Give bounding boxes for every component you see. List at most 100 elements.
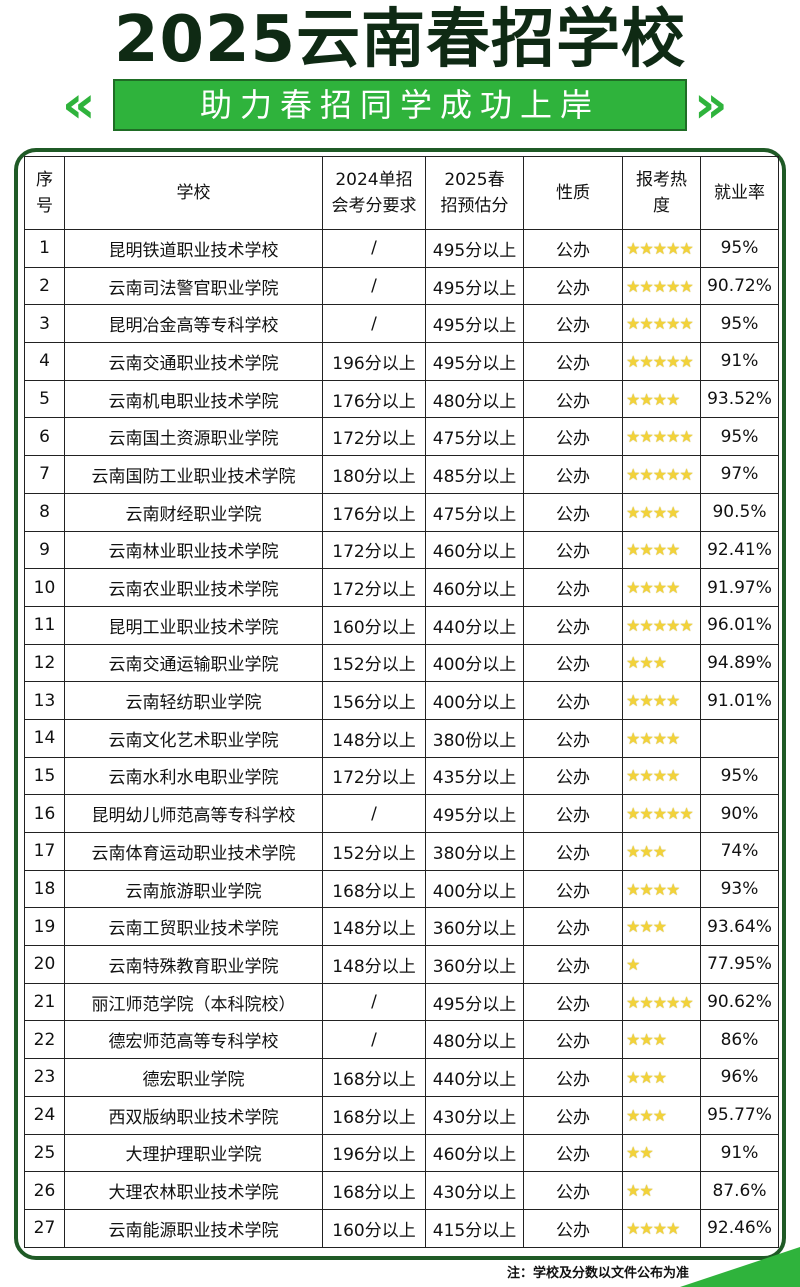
- cell-no: 16: [24, 794, 65, 833]
- cell-no: 12: [24, 643, 65, 683]
- cell-school: 云南旅游职业学院: [64, 869, 323, 909]
- cell-type: 公办: [523, 643, 623, 683]
- cell-employ: 95%: [700, 417, 779, 457]
- cell-employ: 74%: [700, 832, 779, 871]
- star-rating-icon: ★★: [626, 1181, 654, 1201]
- cell-employ: [700, 718, 779, 758]
- cell-no: 7: [24, 455, 65, 494]
- cell-est2025: 380份以上: [425, 718, 524, 758]
- cell-type: 公办: [523, 379, 623, 419]
- cell-est2025: 495分以上: [425, 794, 524, 833]
- school-table: 序号 学校 2024单招会考分要求 2025春招预估分 性质 报考热度 就业率 …: [24, 156, 779, 1248]
- cell-heat: ★★★★: [622, 568, 701, 607]
- cell-no: 26: [24, 1171, 65, 1210]
- cell-school: 昆明幼儿师范高等专科学校: [64, 794, 323, 833]
- table-row: 26 大理农林职业技术学院 168分以上 430分以上 公办 ★★ 87.6%: [24, 1171, 779, 1210]
- cell-est2025: 400分以上: [425, 643, 524, 683]
- cell-type: 公办: [523, 832, 623, 871]
- table-row: 14 云南文化艺术职业学院 148分以上 380份以上 公办 ★★★★: [24, 718, 779, 758]
- star-rating-icon: ★★★★: [626, 540, 680, 560]
- cell-req2024: 180分以上: [322, 455, 426, 494]
- cell-no: 6: [24, 417, 65, 457]
- star-rating-icon: ★★★★: [626, 766, 680, 786]
- cell-est2025: 480分以上: [425, 379, 524, 419]
- star-rating-icon: ★★★★★: [626, 276, 694, 296]
- cell-type: 公办: [523, 907, 623, 947]
- cell-heat: ★★★★★: [622, 605, 701, 645]
- cell-est2025: 400分以上: [425, 681, 524, 720]
- cell-req2024: /: [322, 794, 426, 833]
- cell-employ: 77.95%: [700, 945, 779, 984]
- corner-decoration: [680, 1247, 800, 1287]
- cell-est2025: 380分以上: [425, 832, 524, 871]
- cell-employ: 91%: [700, 342, 779, 381]
- cell-type: 公办: [523, 1095, 623, 1135]
- cell-req2024: 152分以上: [322, 832, 426, 871]
- cell-no: 21: [24, 982, 65, 1022]
- cell-no: 15: [24, 756, 65, 796]
- cell-heat: ★★★★: [622, 718, 701, 758]
- cell-no: 13: [24, 681, 65, 720]
- cell-heat: ★★★: [622, 832, 701, 871]
- cell-heat: ★★★★★: [622, 342, 701, 381]
- cell-employ: 93%: [700, 869, 779, 909]
- cell-req2024: 160分以上: [322, 1208, 426, 1248]
- table-row: 25 大理护理职业学院 196分以上 460分以上 公办 ★★ 91%: [24, 1133, 779, 1173]
- cell-type: 公办: [523, 229, 623, 268]
- cell-req2024: 168分以上: [322, 1171, 426, 1210]
- cell-no: 24: [24, 1095, 65, 1135]
- cell-school: 云南司法警官职业学院: [64, 266, 323, 306]
- cell-school: 云南体育运动职业技术学院: [64, 832, 323, 871]
- cell-no: 11: [24, 605, 65, 645]
- cell-type: 公办: [523, 945, 623, 984]
- cell-req2024: 172分以上: [322, 530, 426, 570]
- cell-type: 公办: [523, 1208, 623, 1248]
- cell-type: 公办: [523, 266, 623, 306]
- star-rating-icon: ★★★★★: [626, 238, 694, 258]
- star-rating-icon: ★★★★★: [626, 314, 694, 334]
- cell-req2024: 160分以上: [322, 605, 426, 645]
- cell-employ: 92.41%: [700, 530, 779, 570]
- table-row: 6 云南国土资源职业学院 172分以上 475分以上 公办 ★★★★★ 95%: [24, 417, 779, 457]
- cell-heat: ★★★★★: [622, 982, 701, 1022]
- cell-type: 公办: [523, 982, 623, 1022]
- cell-employ: 90%: [700, 794, 779, 833]
- star-rating-icon: ★★★★: [626, 879, 680, 899]
- table-row: 16 昆明幼儿师范高等专科学校/495分以上 公办 ★★★★★ 90%: [24, 794, 779, 833]
- cell-school: 云南机电职业技术学院: [64, 379, 323, 419]
- cell-heat: ★★★: [622, 1020, 701, 1060]
- cell-req2024: 168分以上: [322, 1095, 426, 1135]
- cell-est2025: 430分以上: [425, 1171, 524, 1210]
- cell-req2024: 196分以上: [322, 1133, 426, 1173]
- cell-school: 大理农林职业技术学院: [64, 1171, 323, 1210]
- cell-est2025: 480分以上: [425, 1020, 524, 1060]
- chevron-right-icon: »: [694, 75, 728, 135]
- cell-heat: ★★★: [622, 643, 701, 683]
- star-rating-icon: ★★★★: [626, 502, 680, 522]
- star-rating-icon: ★★★★★: [626, 427, 694, 447]
- cell-heat: ★★★: [622, 1095, 701, 1135]
- star-rating-icon: ★★★: [626, 841, 667, 861]
- table-row: 7 云南国防工业职业技术学院 180分以上 485分以上 公办 ★★★★★ 97%: [24, 455, 779, 494]
- cell-est2025: 360分以上: [425, 907, 524, 947]
- cell-employ: 95%: [700, 304, 779, 344]
- cell-school: 云南文化艺术职业学院: [64, 718, 323, 758]
- star-rating-icon: ★★★: [626, 917, 667, 937]
- cell-heat: ★★★: [622, 1058, 701, 1097]
- star-rating-icon: ★★★: [626, 1105, 667, 1125]
- star-rating-icon: ★★★★: [626, 578, 680, 598]
- cell-no: 14: [24, 718, 65, 758]
- subtitle-banner: 助力春招同学成功上岸: [113, 79, 687, 131]
- cell-est2025: 475分以上: [425, 417, 524, 457]
- table-frame: [14, 148, 786, 1260]
- table-row: 1 昆明铁道职业技术学校/495分以上 公办 ★★★★★ 95%: [24, 229, 779, 268]
- star-rating-icon: ★★★★★: [626, 804, 694, 824]
- cell-no: 5: [24, 379, 65, 419]
- cell-no: 20: [24, 945, 65, 984]
- star-rating-icon: ★★: [626, 1143, 654, 1163]
- cell-heat: ★★★★: [622, 681, 701, 720]
- cell-est2025: 400分以上: [425, 869, 524, 909]
- star-rating-icon: ★★★★★: [626, 615, 694, 635]
- cell-employ: 95.77%: [700, 1095, 779, 1135]
- cell-employ: 90.5%: [700, 492, 779, 532]
